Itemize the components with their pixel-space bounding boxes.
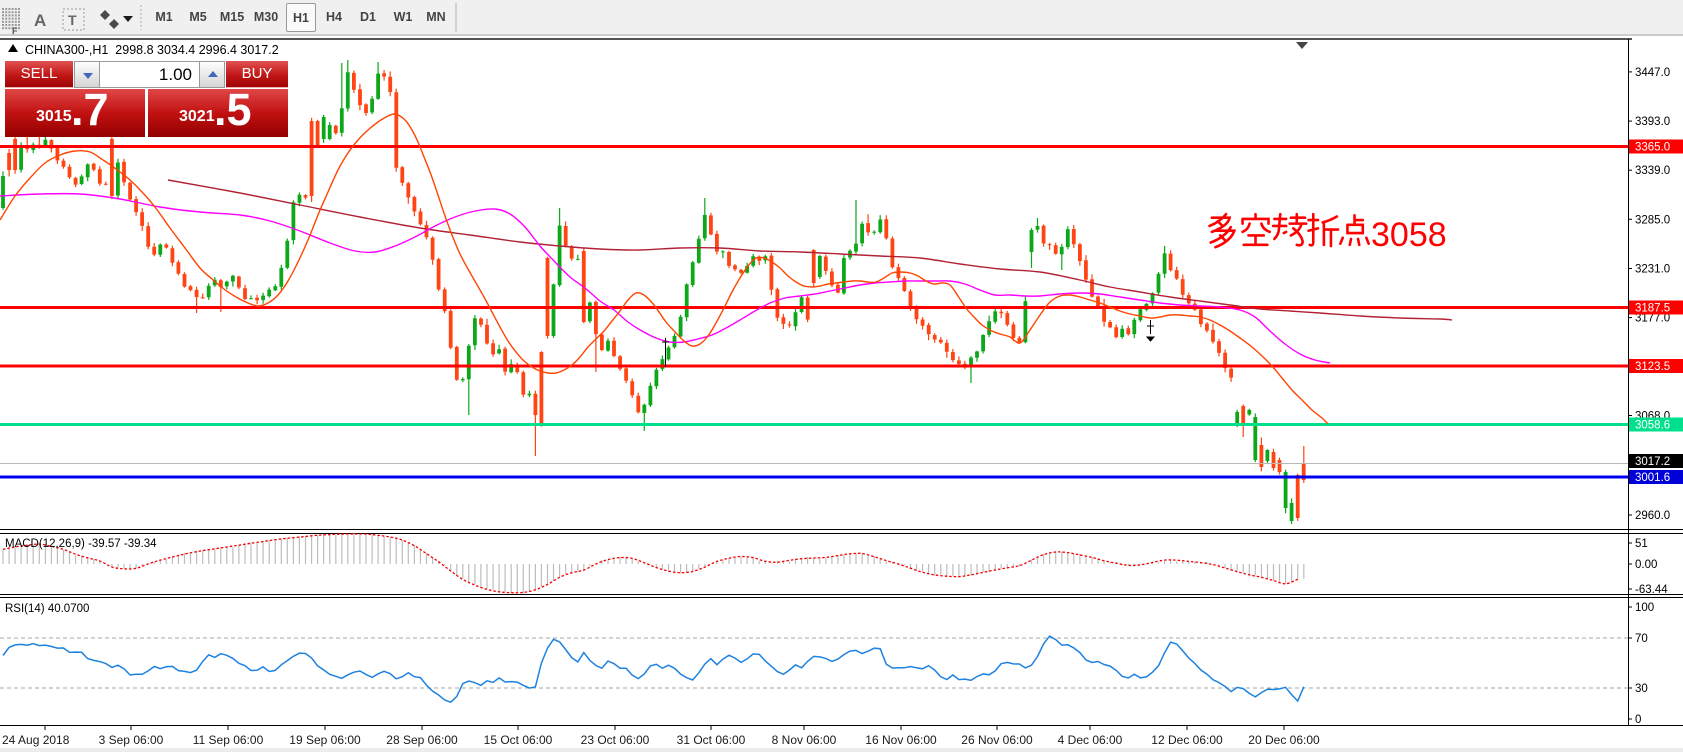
svg-text:3058.6: 3058.6 xyxy=(1635,420,1670,432)
svg-text:3285.0: 3285.0 xyxy=(1635,214,1670,226)
svg-text:3365.0: 3365.0 xyxy=(1635,142,1670,154)
svg-text:3058: 3058 xyxy=(1371,216,1447,254)
svg-text:3177.0: 3177.0 xyxy=(1635,313,1670,325)
svg-text:70: 70 xyxy=(1635,633,1648,645)
svg-text:12 Dec 06:00: 12 Dec 06:00 xyxy=(1151,733,1223,747)
svg-text:16 Nov 06:00: 16 Nov 06:00 xyxy=(865,733,937,747)
svg-text:3447.0: 3447.0 xyxy=(1635,67,1670,79)
svg-text:31 Oct 06:00: 31 Oct 06:00 xyxy=(677,733,746,747)
svg-text:3187.5: 3187.5 xyxy=(1635,303,1670,315)
svg-text:3017.2: 3017.2 xyxy=(1635,456,1670,468)
svg-text:3231.0: 3231.0 xyxy=(1635,264,1670,276)
svg-text:51: 51 xyxy=(1635,538,1648,550)
svg-text:3393.0: 3393.0 xyxy=(1635,116,1670,128)
svg-text:0: 0 xyxy=(1635,714,1641,726)
svg-text:-63.44: -63.44 xyxy=(1635,584,1668,596)
svg-text:30: 30 xyxy=(1635,683,1648,695)
svg-text:11 Sep 06:00: 11 Sep 06:00 xyxy=(193,733,264,747)
svg-text:28 Sep 06:00: 28 Sep 06:00 xyxy=(386,733,458,747)
svg-text:3001.6: 3001.6 xyxy=(1635,472,1670,484)
svg-text:8 Nov 06:00: 8 Nov 06:00 xyxy=(772,733,837,747)
svg-text:T: T xyxy=(68,12,77,28)
svg-text:24 Aug 2018: 24 Aug 2018 xyxy=(2,733,70,747)
svg-text:A: A xyxy=(34,11,46,30)
svg-text:4 Dec 06:00: 4 Dec 06:00 xyxy=(1058,733,1123,747)
svg-text:F: F xyxy=(12,26,18,36)
svg-text:0.00: 0.00 xyxy=(1635,559,1657,571)
svg-text:15 Oct 06:00: 15 Oct 06:00 xyxy=(484,733,553,747)
svg-text:19 Sep 06:00: 19 Sep 06:00 xyxy=(289,733,361,747)
svg-text:CHINA300-,H1 2998.8 3034.4 29: CHINA300-,H1 2998.8 3034.4 2996.4 3017.2 xyxy=(25,43,279,57)
svg-text:2960.0: 2960.0 xyxy=(1635,510,1670,522)
svg-text:3 Sep 06:00: 3 Sep 06:00 xyxy=(99,733,164,747)
svg-text:26 Nov 06:00: 26 Nov 06:00 xyxy=(961,733,1033,747)
svg-text:100: 100 xyxy=(1635,602,1654,614)
svg-text:RSI(14) 40.0700: RSI(14) 40.0700 xyxy=(5,603,89,615)
svg-text:20 Dec 06:00: 20 Dec 06:00 xyxy=(1248,733,1320,747)
svg-text:23 Oct 06:00: 23 Oct 06:00 xyxy=(581,733,650,747)
svg-text:MACD(12,26,9) -39.57 -39.34: MACD(12,26,9) -39.57 -39.34 xyxy=(5,538,157,550)
svg-text:3339.0: 3339.0 xyxy=(1635,165,1670,177)
svg-text:3123.5: 3123.5 xyxy=(1635,361,1670,373)
